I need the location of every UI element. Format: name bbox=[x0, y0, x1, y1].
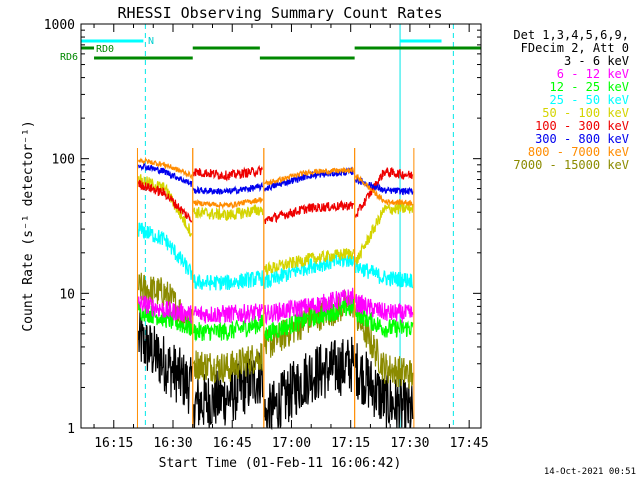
series-line bbox=[138, 311, 414, 431]
rd0-flag-label: RD0 bbox=[96, 44, 114, 55]
legend-entry: 12 - 25 keV bbox=[550, 80, 629, 94]
legend-entry: 7000 - 15000 keV bbox=[513, 158, 629, 172]
y-tick-label: 10 bbox=[59, 287, 75, 302]
series-line bbox=[138, 222, 414, 291]
axis-ticks: 16:15 16:30 16:45 17:00 17:15 17:30 17:45 1 10 10… bbox=[44, 18, 489, 451]
y-tick-label: 1000 bbox=[44, 18, 75, 33]
legend-entry: 50 - 100 keV bbox=[542, 106, 629, 120]
rd6-flag-label: RD6 bbox=[60, 52, 78, 63]
legend-entry: 3 - 6 keV bbox=[564, 54, 629, 68]
series-line bbox=[138, 272, 414, 389]
x-tick-label: 16:15 bbox=[94, 436, 133, 451]
series-line bbox=[138, 287, 414, 326]
legend-entry: 300 - 800 keV bbox=[535, 132, 629, 146]
x-tick-label: 17:45 bbox=[450, 436, 489, 451]
x-tick-label: 16:30 bbox=[153, 436, 192, 451]
plot-frame bbox=[80, 23, 482, 429]
x-tick-label: 17:00 bbox=[272, 436, 311, 451]
x-tick-label: 17:30 bbox=[390, 436, 429, 451]
plot-content: N RD0 RD6 bbox=[60, 24, 481, 431]
legend-header-1: Det 1,3,4,5,6,9, bbox=[513, 28, 629, 42]
night-flag-label: N bbox=[148, 36, 154, 47]
y-tick-label: 1 bbox=[67, 422, 75, 437]
series-line bbox=[138, 162, 414, 196]
legend-entry: 25 - 50 keV bbox=[550, 93, 629, 107]
legend-header-2: FDecim 2, Att 0 bbox=[521, 41, 629, 55]
y-tick-label: 100 bbox=[52, 153, 75, 168]
series-line bbox=[138, 156, 414, 210]
x-tick-label: 17:15 bbox=[331, 436, 370, 451]
legend: Det 1,3,4,5,6,9, FDecim 2, Att 0 3 - 6 k… bbox=[513, 28, 629, 172]
series-line bbox=[138, 298, 414, 342]
series-line bbox=[138, 164, 414, 225]
legend-entry: 800 - 7000 keV bbox=[528, 145, 629, 159]
timestamp: 14-Oct-2021 00:51 bbox=[544, 467, 636, 477]
chart-title: RHESSI Observing Summary Count Rates bbox=[117, 4, 442, 22]
legend-entry: 6 - 12 keV bbox=[557, 67, 629, 81]
x-tick-label: 16:45 bbox=[213, 436, 252, 451]
y-axis-label: Count Rate (s⁻¹ detector⁻¹) bbox=[21, 120, 36, 331]
legend-entry: 100 - 300 keV bbox=[535, 119, 629, 133]
x-axis-label: Start Time (01-Feb-11 16:06:42) bbox=[159, 456, 402, 471]
